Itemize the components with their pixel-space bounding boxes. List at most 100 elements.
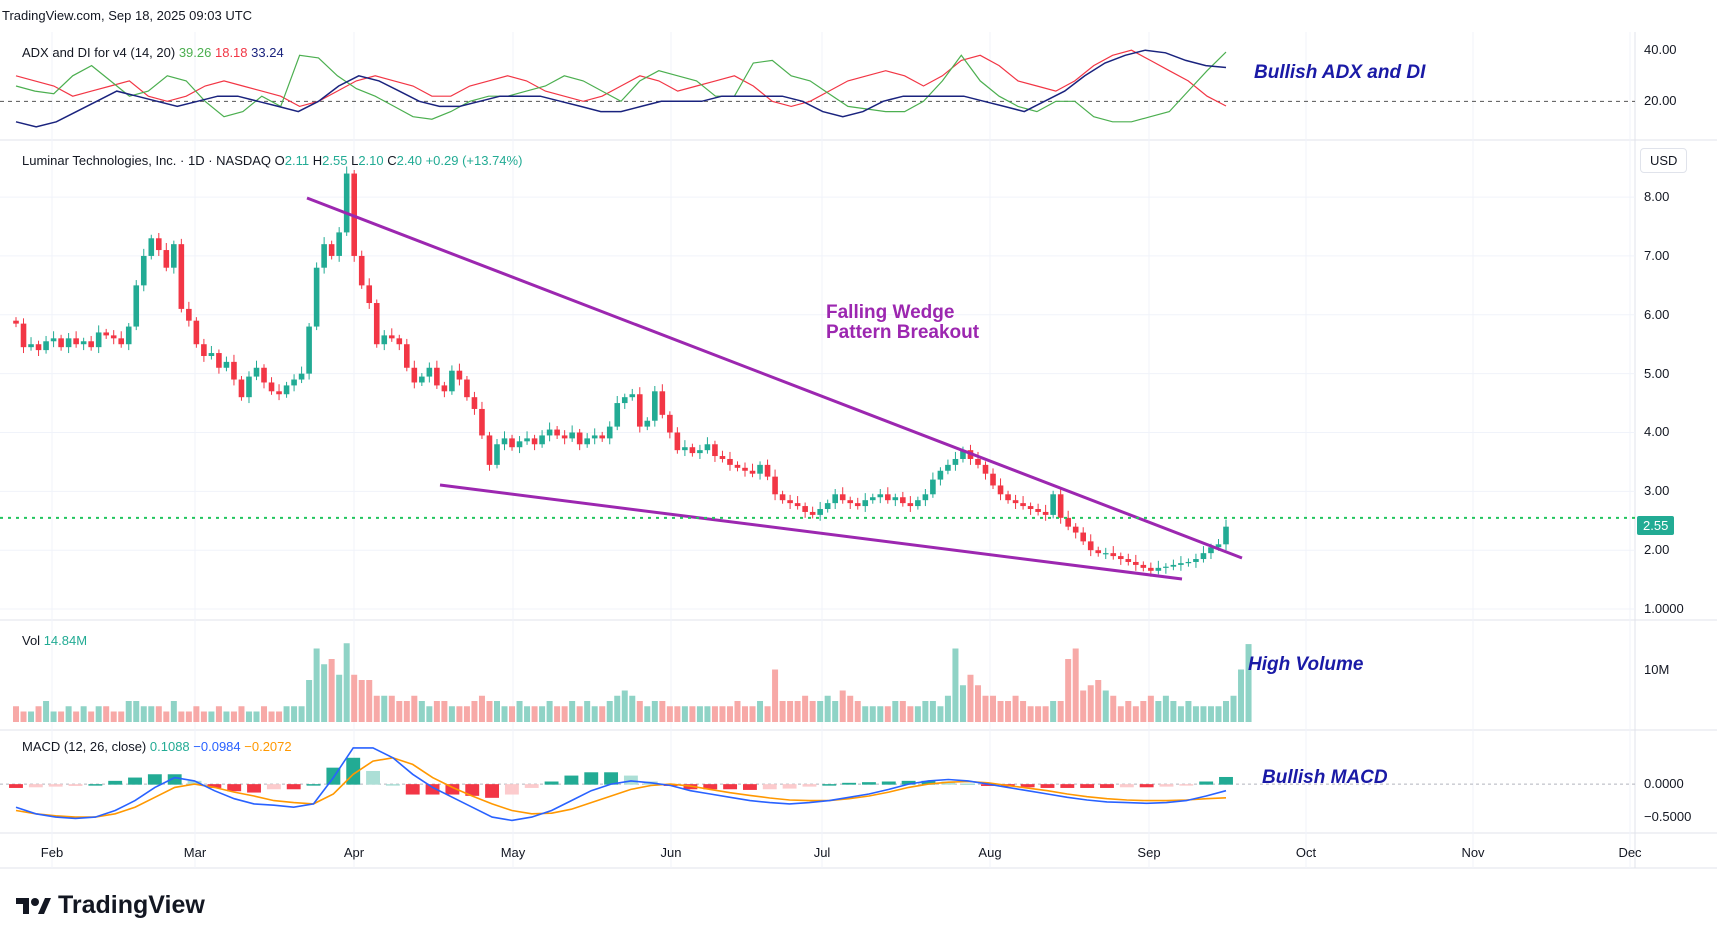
candle-body [539, 435, 545, 445]
macd-histogram-bar [445, 784, 460, 795]
volume-bar [185, 711, 192, 722]
candle-body [441, 385, 448, 392]
candle-body [178, 244, 185, 309]
candle-body [133, 285, 140, 327]
adx-minus-di-value: 18.18 [214, 45, 248, 60]
macd-histogram-bar [941, 781, 956, 785]
candle-body [960, 450, 966, 459]
volume-bar [944, 695, 951, 722]
macd-histogram-bar [366, 770, 380, 785]
macd-histogram-bar [147, 774, 162, 785]
volume-bar [787, 701, 794, 722]
low-value: 2.10 [358, 153, 384, 168]
volume-bar [441, 701, 448, 722]
volume-bar [388, 695, 395, 722]
volume-bar [35, 706, 42, 722]
adx-plus-di-value: 39.26 [178, 45, 212, 60]
volume-bar [794, 701, 801, 722]
macd-line [15, 747, 1227, 822]
candle-body [1200, 553, 1207, 560]
wedge-annotation: Falling Wedge Pattern Breakout [826, 303, 979, 343]
macd-histogram-bar [1179, 784, 1194, 786]
volume-bar [43, 701, 50, 722]
volume-bar [704, 706, 711, 722]
candle-body [449, 370, 455, 392]
candle-body [854, 503, 861, 507]
macd-histogram-bar [9, 784, 23, 788]
macd-histogram-bar [822, 784, 837, 786]
candle-body [276, 391, 282, 395]
candle-body [103, 332, 109, 336]
macd-histogram-bar [981, 784, 995, 786]
macd-histogram-bar [961, 783, 976, 785]
candle-body [95, 332, 102, 348]
candle-body [1042, 511, 1049, 515]
volume-bar [1140, 701, 1147, 722]
minus-di-line [15, 49, 1227, 108]
time-axis-tick-label: Dec [1618, 845, 1642, 860]
volume-bar [764, 706, 771, 722]
macd-histogram-bar [1100, 784, 1114, 788]
wedge-annotation-line2: Pattern Breakout [826, 322, 980, 343]
volume-bar [952, 648, 959, 722]
macd-histogram-bar [385, 784, 400, 786]
macd-histogram-bar [1139, 784, 1154, 788]
candle-body [659, 391, 666, 415]
volume-bar [1215, 706, 1222, 722]
candle-body [501, 438, 508, 445]
candle-body [471, 397, 478, 409]
candle-body [877, 494, 884, 498]
macd-histogram-bar [802, 784, 817, 787]
volume-bar [358, 680, 365, 722]
candle-body [524, 438, 530, 442]
price-axis-tick-label: 1.0000 [1644, 601, 1684, 617]
candle-body [569, 432, 575, 439]
candle-body [516, 441, 523, 448]
volume-bar [65, 706, 72, 722]
close-label: C [387, 153, 397, 168]
volume-bar [411, 695, 418, 722]
candle-body [246, 376, 252, 398]
candle-body [922, 494, 929, 501]
adx-legend-label: ADX and DI for v4 (14, 20) [22, 45, 176, 60]
candle-body [43, 341, 49, 351]
volume-bar [561, 706, 568, 722]
candle-body [456, 370, 463, 380]
volume-bar [914, 706, 921, 722]
volume-bar [674, 706, 681, 722]
adx-axis-tick-label: 20.00 [1644, 93, 1677, 109]
currency-button[interactable]: USD [1640, 148, 1688, 173]
volume-bar [749, 706, 756, 722]
macd-histogram-value: 0.1088 [149, 739, 190, 754]
macd-value: −0.0984 [193, 739, 241, 754]
macd-histogram-bar [128, 777, 142, 785]
volume-bar [629, 695, 636, 722]
volume-bar [215, 706, 222, 722]
volume-bar [990, 695, 997, 722]
macd-legend-label: MACD (12, 26, close) [22, 739, 147, 754]
candle-body [1215, 544, 1222, 548]
volume-bar [110, 711, 117, 722]
candle-body [584, 438, 590, 445]
candle-body [667, 414, 673, 433]
candle-body [13, 320, 19, 324]
candle-body [20, 323, 27, 348]
macd-histogram-bar [1020, 784, 1035, 788]
volume-bar [1110, 695, 1117, 722]
volume-bar [50, 711, 57, 722]
candle-body [990, 473, 996, 486]
volume-bar [230, 711, 237, 722]
volume-bar [509, 706, 516, 722]
volume-bar [396, 701, 403, 722]
macd-histogram-bar [762, 784, 777, 790]
candle-body [223, 361, 230, 368]
candle-body [546, 429, 553, 436]
volume-bar [208, 711, 215, 722]
volume-bar [937, 706, 944, 722]
volume-bar [689, 706, 696, 722]
macd-histogram-bar [881, 781, 896, 785]
candle-body [1027, 506, 1034, 510]
volume-bar [832, 701, 839, 722]
volume-bar [418, 701, 425, 722]
